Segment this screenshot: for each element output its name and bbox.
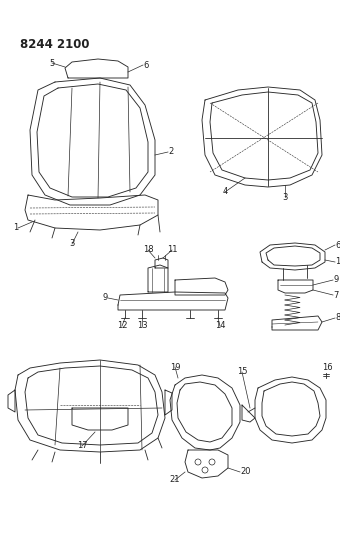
Text: 10: 10: [335, 257, 340, 266]
Text: 7: 7: [333, 290, 338, 300]
Text: 15: 15: [237, 367, 247, 376]
Text: 3: 3: [69, 239, 75, 248]
Text: 8244 2100: 8244 2100: [20, 38, 89, 52]
Text: 9: 9: [333, 276, 338, 285]
Text: 8: 8: [335, 313, 340, 322]
Text: 18: 18: [143, 246, 153, 254]
Text: 3: 3: [282, 192, 288, 201]
Text: 6: 6: [143, 61, 148, 69]
Text: 5: 5: [49, 59, 55, 68]
Text: 16: 16: [322, 364, 333, 373]
Text: 12: 12: [117, 321, 127, 330]
Text: 1: 1: [13, 223, 18, 232]
Text: 14: 14: [215, 321, 225, 330]
Text: 19: 19: [170, 362, 180, 372]
Text: 20: 20: [240, 467, 251, 477]
Text: 2: 2: [168, 148, 173, 157]
Text: 11: 11: [167, 246, 177, 254]
Text: 17: 17: [77, 441, 87, 450]
Text: 9: 9: [103, 294, 108, 303]
Text: 13: 13: [137, 321, 147, 330]
Text: 21: 21: [170, 475, 180, 484]
Text: 6: 6: [335, 240, 340, 249]
Text: 4: 4: [222, 188, 227, 197]
